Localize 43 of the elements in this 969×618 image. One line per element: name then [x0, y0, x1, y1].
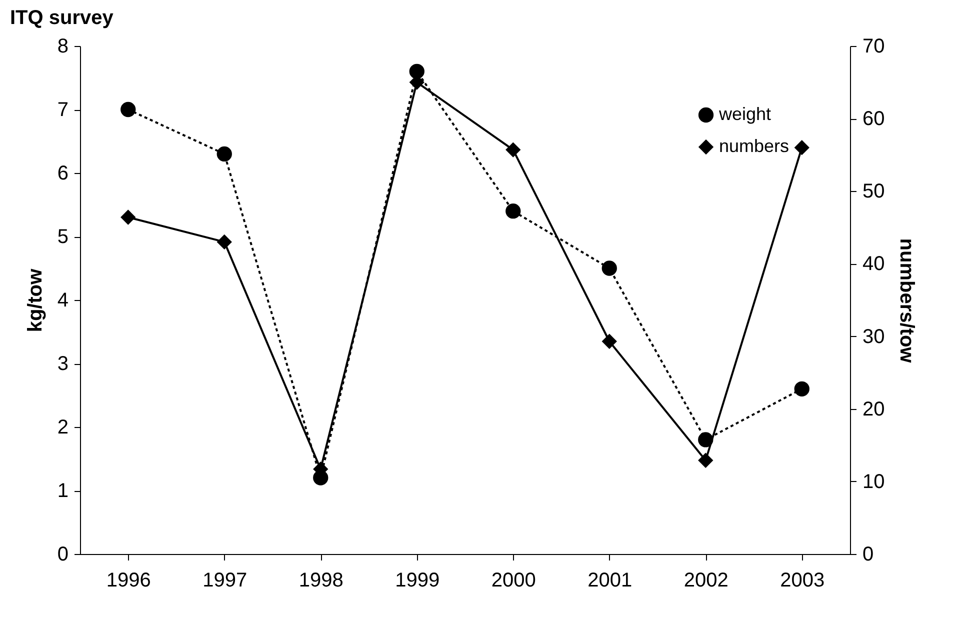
y-tick-label: 5 [57, 226, 68, 248]
point [120, 102, 136, 118]
legend-label: weight [718, 104, 772, 124]
x-tick-label: 2002 [684, 570, 728, 592]
chart-title: ITQ survey [10, 7, 114, 29]
y-tick-label: 4 [57, 290, 68, 312]
point [602, 334, 617, 349]
y2-tick-label: 0 [862, 544, 874, 566]
y2-tick-label: 50 [862, 180, 885, 203]
point [506, 204, 521, 219]
point [409, 64, 424, 79]
point [794, 140, 810, 156]
y-tick-label: 6 [57, 162, 68, 184]
legend-label: numbers [719, 136, 790, 156]
x-tick-label: 2001 [588, 570, 632, 592]
y2-tick-label: 30 [862, 326, 885, 348]
point [120, 210, 136, 225]
y-tick-label: 2 [57, 416, 68, 438]
x-tick-label: 1999 [395, 570, 440, 592]
y-tick-label: 7 [57, 99, 68, 121]
y-tick-label: 8 [57, 36, 68, 58]
point [698, 452, 714, 468]
point [216, 234, 232, 250]
y2-tick-label: 20 [862, 398, 885, 420]
point [506, 142, 521, 158]
y-axis-title: kg/tow [24, 268, 46, 332]
y2-axis-title: numbers/tow [896, 238, 918, 364]
x-tick-label: 1997 [202, 570, 248, 592]
x-tick-label: 1998 [298, 570, 344, 592]
point [602, 260, 617, 276]
y-tick-label: 1 [57, 480, 68, 502]
point [216, 146, 232, 162]
x-tick-label: 2000 [491, 570, 536, 592]
x-tick-label: 2003 [780, 570, 825, 592]
point [794, 381, 810, 396]
y2-tick-label: 10 [862, 470, 885, 493]
y2-tick-label: 60 [862, 108, 885, 130]
y2-tick-label: 40 [862, 253, 885, 276]
x-tick-label: 1996 [106, 570, 151, 592]
y2-tick-label: 70 [862, 36, 885, 58]
point [698, 432, 714, 448]
y-tick-label: 3 [57, 353, 68, 375]
y-tick-label: 0 [57, 544, 68, 566]
